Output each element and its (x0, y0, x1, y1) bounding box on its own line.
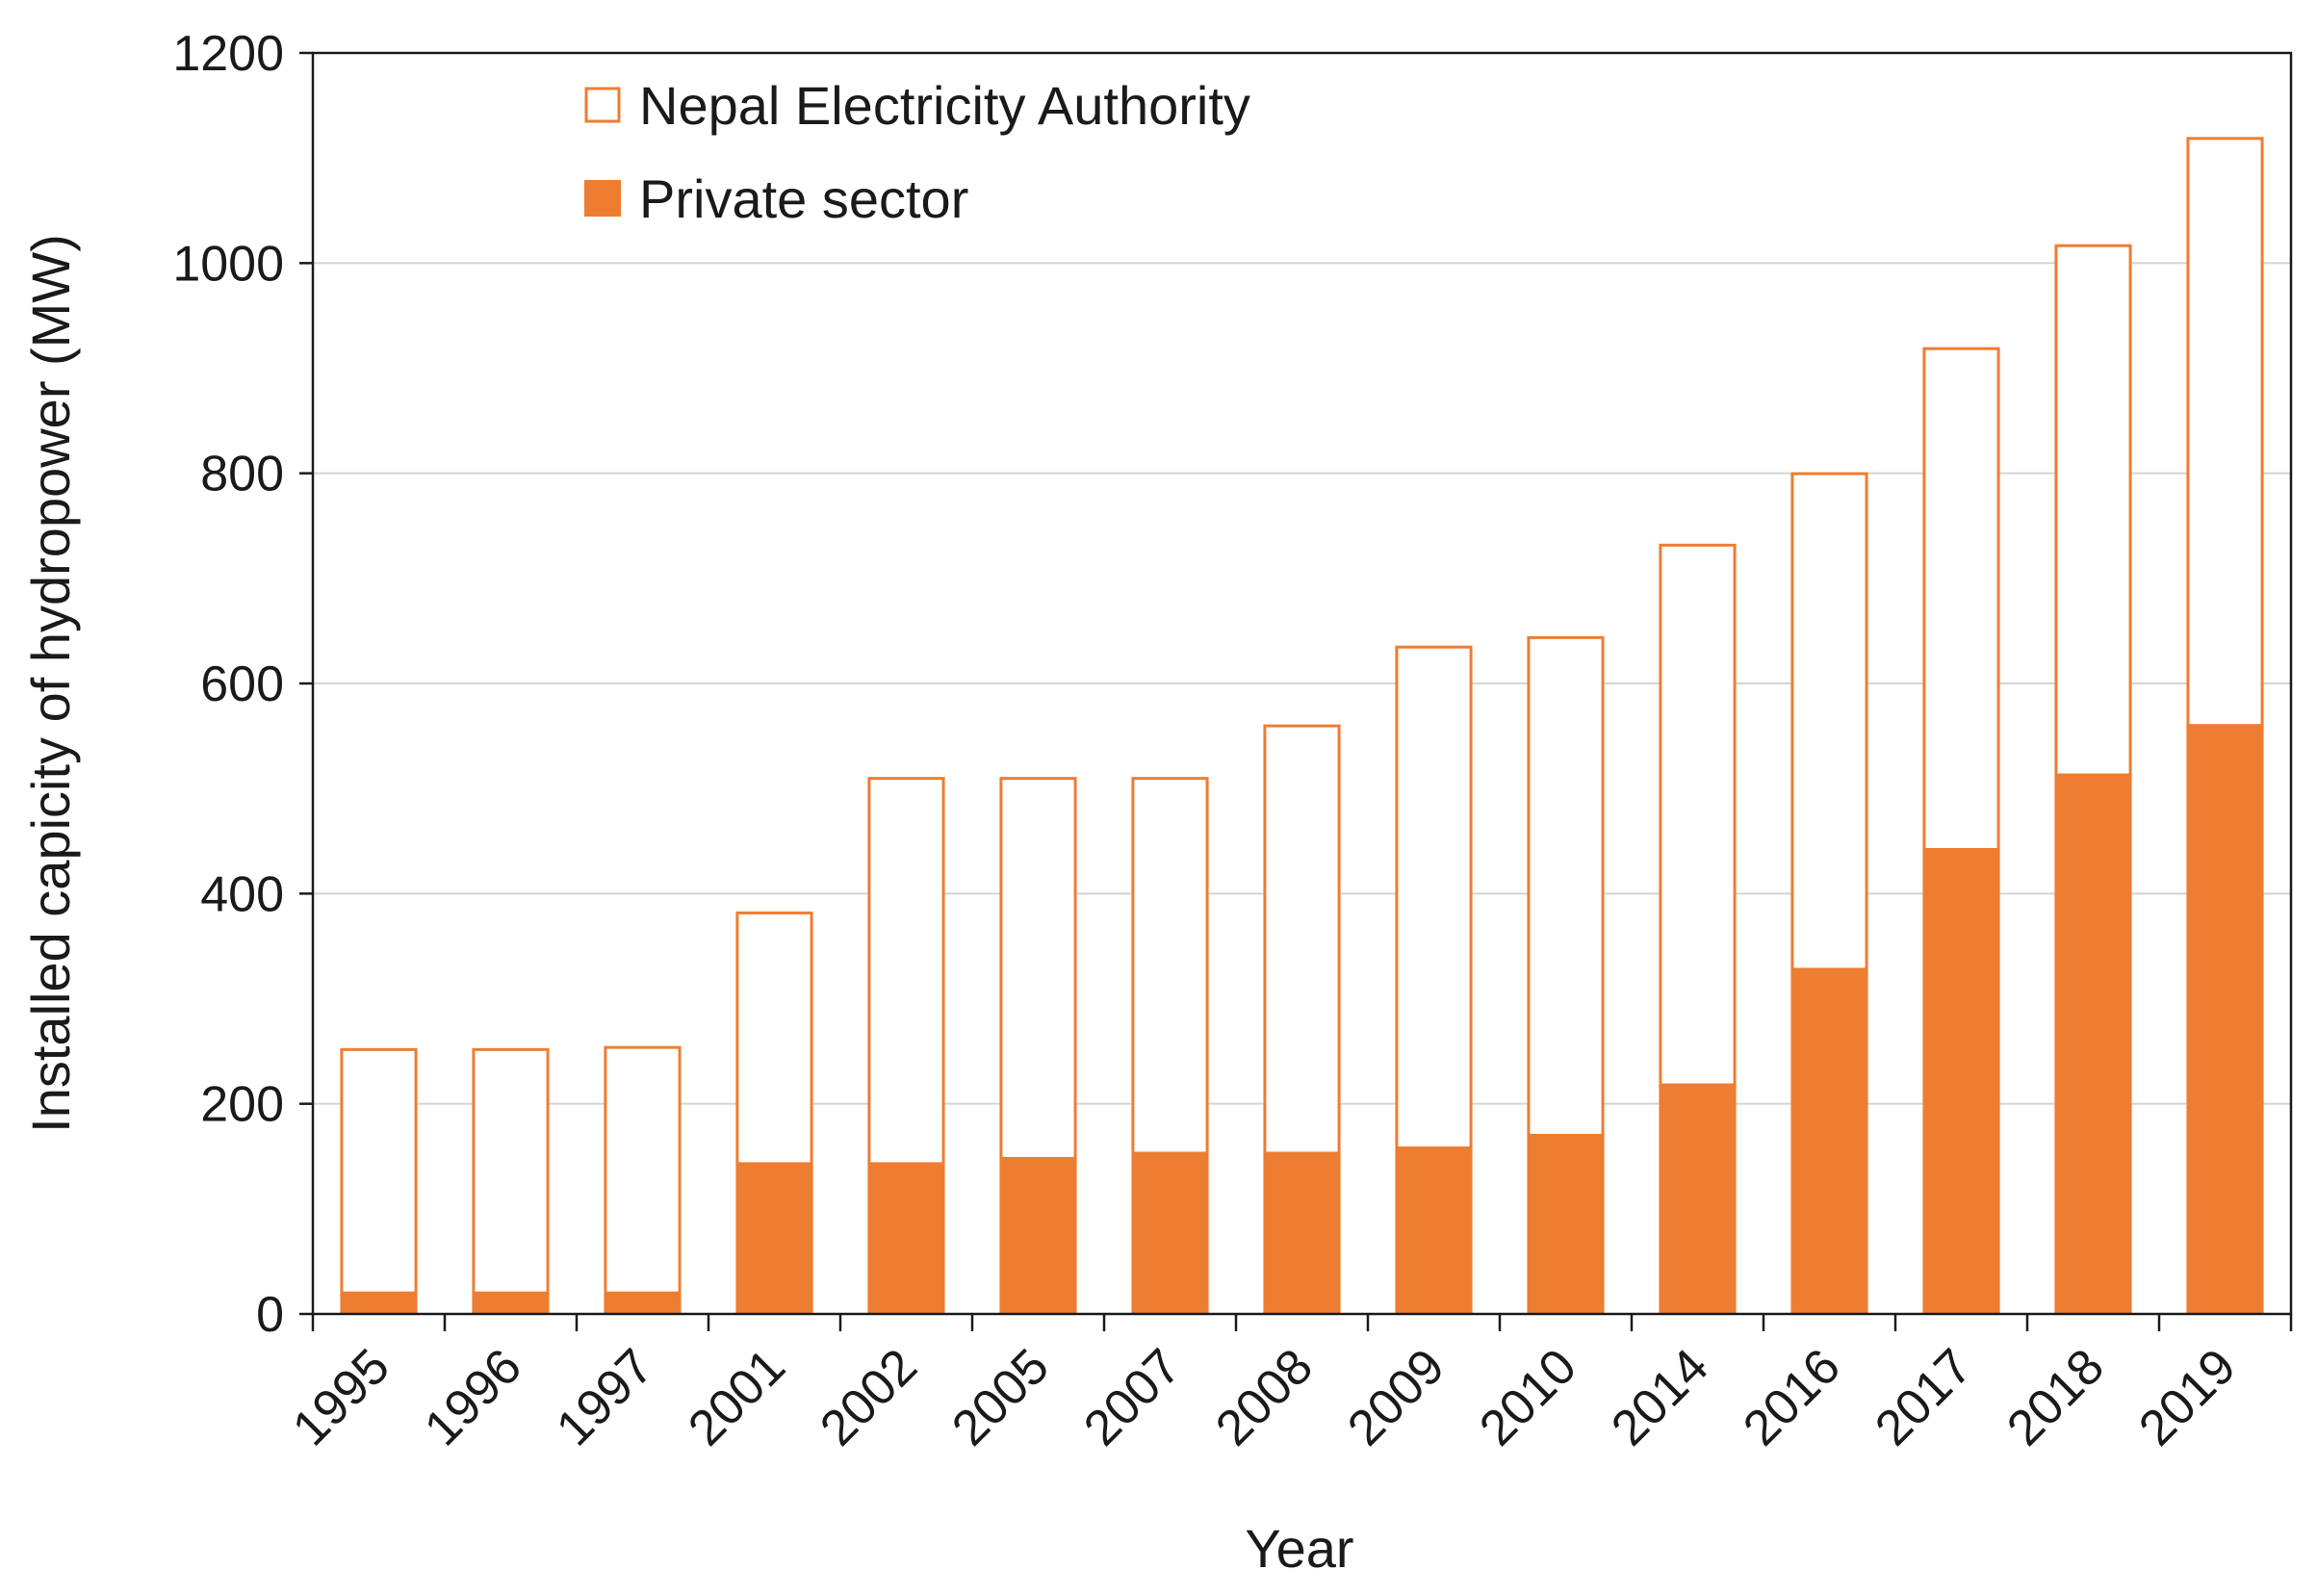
y-tick-label-200: 200 (200, 1077, 284, 1133)
bars (340, 137, 2264, 1314)
x-tick-label-1997: 1997 (546, 1338, 664, 1456)
bar-private-sector-2005 (999, 1158, 1077, 1314)
x-tick-label-2005: 2005 (941, 1338, 1060, 1456)
bar-nepal-electricity-authority-1997 (604, 1045, 682, 1295)
x-tick-label-2009: 2009 (1337, 1338, 1455, 1456)
y-axis-title: Installed capicity of hydropower (MW) (20, 234, 81, 1133)
bar-private-sector-2009 (1395, 1147, 1473, 1314)
bar-nepal-electricity-authority-2017 (1922, 347, 2000, 851)
bar-nepal-electricity-authority-2016 (1790, 472, 1868, 971)
legend-swatch-nepal-electricity-authority (584, 87, 621, 123)
x-tick-label-2010: 2010 (1469, 1338, 1587, 1456)
x-tick-label-2007: 2007 (1073, 1338, 1192, 1456)
bar-private-sector-1995 (340, 1293, 418, 1314)
bar-nepal-electricity-authority-2009 (1395, 645, 1473, 1150)
legend-swatch-private-sector (584, 180, 621, 217)
legend-label-nepal-electricity-authority: Nepal Electricity Authority (639, 75, 1250, 136)
bar-nepal-electricity-authority-1995 (340, 1047, 418, 1295)
bar-private-sector-2010 (1527, 1135, 1605, 1314)
y-tick-label-1000: 1000 (172, 236, 284, 292)
x-tick-label-2018: 2018 (1996, 1338, 2115, 1456)
y-tick-label-0: 0 (256, 1287, 284, 1343)
bar-private-sector-2019 (2186, 725, 2264, 1314)
x-tick-label-2019: 2019 (2128, 1338, 2247, 1456)
bar-nepal-electricity-authority-2002 (867, 777, 945, 1166)
x-tick-label-1995: 1995 (282, 1338, 400, 1456)
legend: Nepal Electricity Authority Private secto… (584, 75, 1250, 229)
x-tick-label-2017: 2017 (1865, 1338, 1983, 1456)
y-tick-label-800: 800 (200, 447, 284, 502)
y-tick-label-1200: 1200 (172, 26, 284, 82)
bar-private-sector-1996 (472, 1293, 550, 1314)
x-tick-label-2016: 2016 (1733, 1338, 1851, 1456)
bar-private-sector-2017 (1922, 849, 2000, 1314)
bar-nepal-electricity-authority-1996 (472, 1047, 550, 1295)
bar-nepal-electricity-authority-2014 (1659, 543, 1737, 1087)
bar-private-sector-2014 (1659, 1085, 1737, 1314)
bar-nepal-electricity-authority-2005 (999, 777, 1077, 1160)
bar-private-sector-2008 (1263, 1152, 1341, 1314)
bar-private-sector-2002 (867, 1163, 945, 1314)
bar-nepal-electricity-authority-2018 (2054, 244, 2132, 777)
bar-private-sector-2018 (2054, 774, 2132, 1314)
x-axis-title: Year (1245, 1518, 1353, 1579)
x-tick-label-2008: 2008 (1205, 1338, 1324, 1456)
bar-private-sector-2001 (735, 1163, 813, 1314)
y-tick-label-600: 600 (200, 656, 284, 712)
legend-label-private-sector: Private sector (639, 168, 968, 229)
bar-nepal-electricity-authority-2008 (1263, 724, 1341, 1155)
x-tick-label-2014: 2014 (1601, 1338, 1719, 1456)
bar-nepal-electricity-authority-2007 (1131, 777, 1209, 1155)
bar-private-sector-2007 (1131, 1152, 1209, 1314)
x-tick-label-2001: 2001 (678, 1338, 796, 1456)
bar-private-sector-1997 (604, 1293, 682, 1314)
bar-nepal-electricity-authority-2010 (1527, 635, 1605, 1137)
x-tick-label-2002: 2002 (810, 1338, 928, 1456)
bar-private-sector-2016 (1790, 968, 1868, 1314)
bar-nepal-electricity-authority-2019 (2186, 137, 2264, 728)
bar-nepal-electricity-authority-2001 (735, 911, 813, 1166)
axes (299, 51, 2293, 1331)
x-tick-label-1996: 1996 (414, 1338, 532, 1456)
y-tick-label-400: 400 (200, 866, 284, 922)
